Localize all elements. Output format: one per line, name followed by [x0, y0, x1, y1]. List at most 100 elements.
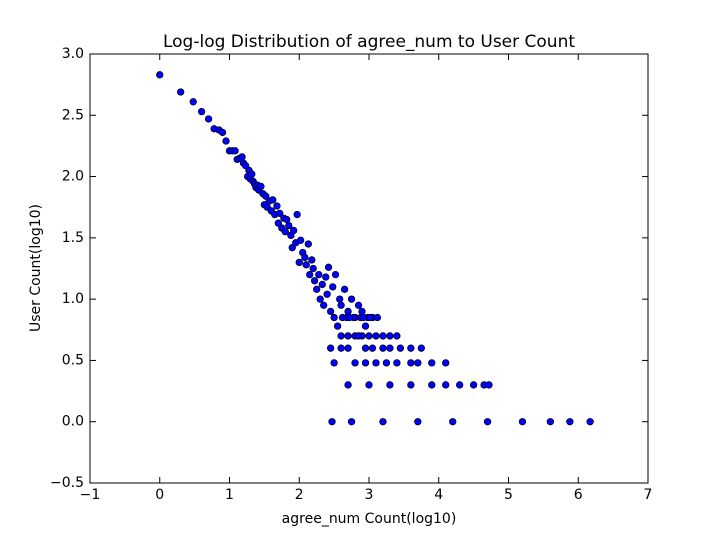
point [344, 307, 352, 316]
point [313, 285, 321, 293]
point [218, 128, 227, 137]
point [189, 98, 197, 106]
point [442, 381, 450, 389]
y-tick-label: 2.5 [62, 107, 84, 123]
y-axis-label: User Count(log10) [28, 204, 44, 332]
point [407, 381, 415, 389]
point [368, 344, 377, 352]
point [337, 332, 345, 340]
point [359, 313, 368, 322]
point [386, 344, 394, 352]
y-tick-label: 2.0 [62, 169, 84, 185]
point [262, 192, 270, 200]
point [428, 381, 436, 389]
x-tick-label: 1 [225, 487, 234, 503]
point [358, 307, 366, 316]
point [386, 381, 394, 389]
point [304, 240, 312, 248]
point [197, 107, 206, 116]
point [306, 270, 314, 279]
point [382, 359, 391, 367]
point [257, 182, 265, 191]
point [365, 381, 373, 389]
point [330, 313, 338, 322]
point [231, 147, 239, 155]
point [320, 301, 328, 309]
x-tick-label: 0 [155, 487, 164, 503]
point [156, 71, 164, 79]
plot-frame [89, 53, 649, 484]
point [407, 359, 415, 367]
point [393, 359, 401, 367]
point [328, 418, 336, 426]
point [449, 418, 457, 426]
x-axis-label: agree_num Count(log10) [282, 511, 457, 527]
point [241, 161, 250, 170]
point [283, 215, 291, 224]
x-tick-label: 6 [574, 487, 583, 503]
point [296, 236, 305, 244]
point [354, 301, 363, 309]
point [351, 359, 359, 367]
point [318, 280, 326, 289]
point [345, 313, 354, 322]
point [485, 381, 493, 389]
point [442, 359, 450, 367]
point [276, 209, 284, 217]
point [302, 261, 310, 269]
point [293, 210, 301, 219]
point [340, 285, 349, 293]
point [315, 270, 323, 279]
point [361, 344, 370, 352]
point [323, 290, 331, 298]
y-tick-label: 3.0 [62, 46, 84, 62]
point [324, 263, 333, 271]
point [308, 256, 316, 264]
point [393, 332, 401, 340]
point [288, 244, 296, 252]
point [285, 221, 293, 230]
point [417, 344, 425, 352]
point [322, 273, 330, 281]
point [366, 313, 375, 322]
x-tick-label: 4 [434, 487, 443, 503]
point [456, 381, 464, 389]
point [379, 418, 387, 426]
point [586, 418, 594, 426]
y-tick-label: 0.5 [62, 352, 84, 368]
x-tick-label: 3 [365, 487, 374, 503]
point [326, 307, 335, 316]
x-tick-label: 2 [295, 487, 304, 503]
point [238, 153, 246, 161]
point [326, 344, 335, 352]
point [483, 418, 492, 426]
point [316, 295, 324, 303]
point [566, 418, 574, 426]
point [347, 295, 356, 303]
point [274, 219, 282, 227]
point [414, 359, 422, 367]
point [333, 322, 342, 330]
point [407, 344, 415, 352]
x-tick-label: −1 [80, 487, 101, 503]
chart-title: Log-log Distribution of agree_num to Use… [163, 32, 575, 52]
y-tick-label: 0.0 [62, 414, 84, 430]
point [337, 301, 345, 309]
point [337, 344, 345, 352]
point [309, 264, 317, 273]
point [336, 295, 344, 303]
point [379, 344, 387, 352]
point [361, 322, 370, 330]
point [379, 332, 387, 340]
point [222, 137, 230, 145]
point [428, 359, 436, 367]
point [344, 332, 352, 340]
x-tick-label: 7 [644, 487, 653, 503]
point [347, 418, 356, 426]
point [365, 332, 373, 340]
point [361, 359, 370, 367]
point [396, 344, 405, 352]
point [177, 88, 185, 96]
point [248, 170, 256, 178]
